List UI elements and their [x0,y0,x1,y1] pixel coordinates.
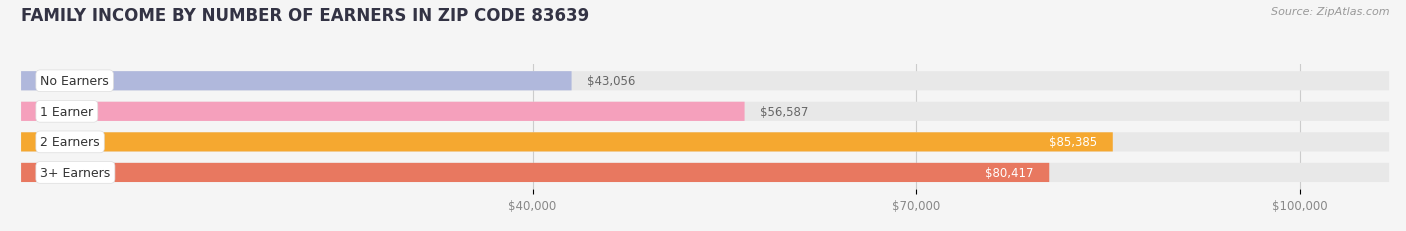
FancyBboxPatch shape [21,133,1112,152]
Text: $80,417: $80,417 [986,166,1033,179]
Text: Source: ZipAtlas.com: Source: ZipAtlas.com [1271,7,1389,17]
FancyBboxPatch shape [21,72,1389,91]
FancyBboxPatch shape [21,102,745,122]
Text: 3+ Earners: 3+ Earners [41,166,111,179]
FancyBboxPatch shape [21,133,1389,152]
Text: FAMILY INCOME BY NUMBER OF EARNERS IN ZIP CODE 83639: FAMILY INCOME BY NUMBER OF EARNERS IN ZI… [21,7,589,25]
FancyBboxPatch shape [21,163,1049,182]
Text: $85,385: $85,385 [1049,136,1098,149]
Text: 1 Earner: 1 Earner [41,105,93,118]
FancyBboxPatch shape [21,163,1389,182]
Text: $56,587: $56,587 [759,105,808,118]
Text: $43,056: $43,056 [586,75,636,88]
Text: 2 Earners: 2 Earners [41,136,100,149]
FancyBboxPatch shape [21,102,1389,122]
FancyBboxPatch shape [21,72,572,91]
Text: No Earners: No Earners [41,75,110,88]
